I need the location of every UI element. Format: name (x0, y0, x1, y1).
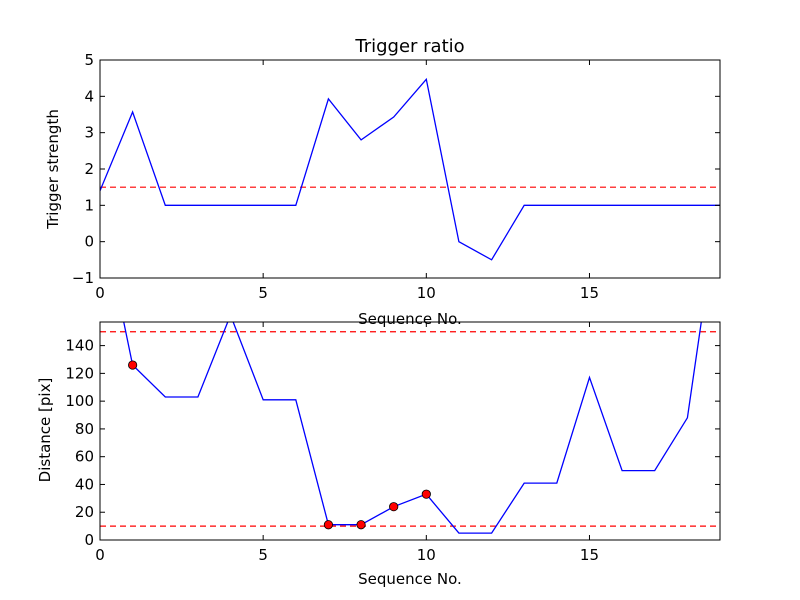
y-tick-label-bottom-1: 20 (75, 503, 94, 521)
data-marker-bottom-3 (389, 502, 399, 512)
series-line-bottom-0 (123, 322, 702, 534)
plot-area-bottom (100, 322, 720, 534)
y-tick-label-bottom-4: 80 (75, 420, 94, 438)
y-axis-label-bottom: Distance [pix] (36, 378, 54, 483)
x-tick-label-top-3: 15 (580, 284, 599, 302)
y-axis-label-top: Trigger strength (44, 109, 62, 230)
y-tick-label-bottom-5: 100 (65, 392, 94, 410)
data-marker-bottom-0 (128, 360, 138, 370)
x-tick-label-bottom-0: 0 (95, 546, 105, 564)
y-tick-label-bottom-0: 0 (84, 531, 94, 549)
y-tick-label-top-6: 5 (84, 51, 94, 69)
y-tick-label-bottom-6: 120 (65, 364, 94, 382)
trigger-ratio-panel: Trigger ratio Sequence No. Trigger stren… (44, 36, 721, 328)
plot-area-top (100, 77, 720, 261)
data-marker-bottom-2 (356, 520, 366, 530)
data-marker-bottom-1 (323, 520, 334, 530)
y-tick-label-top-4: 3 (84, 124, 94, 142)
distance-panel: Sequence No. Distance [pix] 0 5 10 15 0 20 40 6… (36, 321, 721, 588)
x-tick-label-bottom-2: 10 (417, 546, 436, 564)
y-tick-label-top-1: 0 (84, 233, 94, 251)
y-tick-label-top-0: −1 (72, 269, 94, 287)
axes-frame-bottom (99, 321, 721, 541)
x-axis-label-bottom: Sequence No. (358, 570, 462, 588)
x-tick-label-top-0: 0 (95, 284, 105, 302)
y-tick-label-top-2: 1 (84, 196, 94, 214)
x-axis-label-top: Sequence No. (358, 310, 462, 328)
x-tick-label-top-2: 10 (417, 284, 436, 302)
x-tick-label-bottom-1: 5 (258, 546, 268, 564)
chart-title: Trigger ratio (354, 36, 464, 57)
y-tick-label-bottom-2: 40 (75, 475, 94, 493)
x-tick-label-top-1: 5 (258, 284, 268, 302)
y-tick-label-top-5: 4 (84, 87, 94, 105)
data-marker-bottom-4 (421, 489, 431, 499)
y-tick-label-bottom-3: 60 (75, 448, 94, 466)
y-tick-label-top-3: 2 (84, 160, 94, 178)
series-line-top-0 (100, 77, 720, 261)
y-tick-label-bottom-7: 140 (65, 337, 94, 355)
x-tick-label-bottom-3: 15 (580, 546, 599, 564)
